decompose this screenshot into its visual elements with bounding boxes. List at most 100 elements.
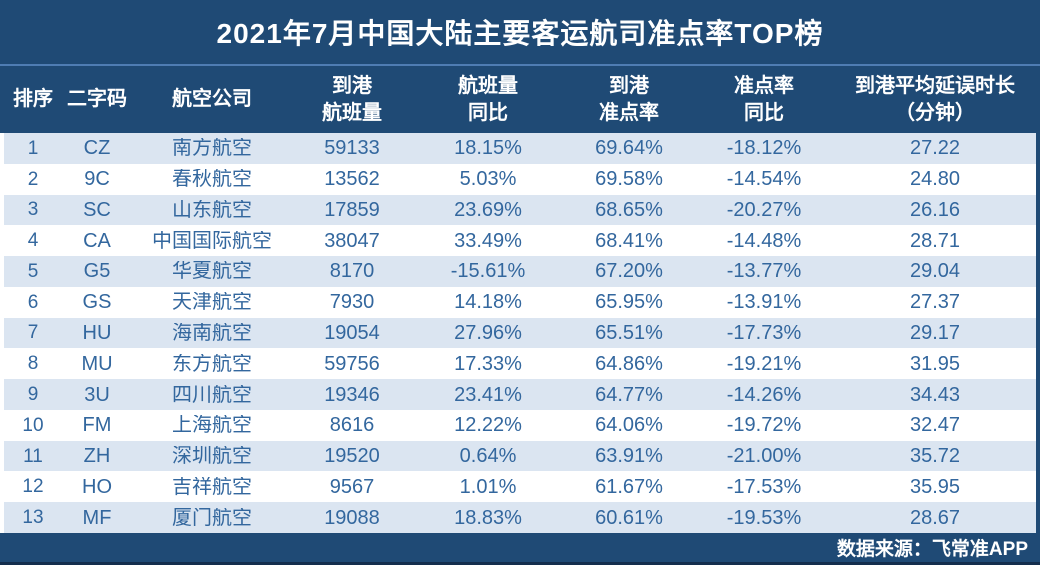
cell-avg_delay: 35.72: [909, 446, 961, 467]
col-header-arr-flights: 到港 航班量: [322, 74, 382, 124]
cell-arr_otp: 67.20%: [595, 261, 663, 282]
cell-avg_delay: 29.17: [909, 322, 961, 343]
cell-arr_flights: 7930: [329, 292, 375, 313]
col-header-arr-otp: 到港 准点率: [599, 74, 659, 124]
cell-code: SC: [83, 199, 111, 220]
cell-code: FM: [82, 415, 112, 436]
cell-code: HU: [82, 322, 112, 343]
cell-code: MU: [81, 353, 113, 374]
table-row: 10 FM 上海航空 8616 12.22% 64.06% -19.72% 32.47: [4, 409, 1036, 441]
cell-airline: 华夏航空: [172, 261, 252, 282]
cell-flights_yoy: 18.15%: [454, 138, 522, 159]
cell-airline: 南方航空: [172, 138, 252, 159]
cell-flights_yoy: 17.33%: [454, 353, 522, 374]
cell-arr_flights: 38047: [324, 230, 380, 251]
cell-arr_otp: 63.91%: [595, 446, 663, 467]
table-row: 7 HU 海南航空 19054 27.96% 65.51% -17.73% 29.17: [4, 317, 1036, 349]
cell-rank: 12: [22, 477, 44, 497]
cell-arr_flights: 13562: [324, 169, 380, 190]
col-header-avg-delay: 到港平均延误时长 （分钟）: [855, 74, 1015, 124]
table-row: 13 MF 厦门航空 19088 18.83% 60.61% -19.53% 28.67: [4, 502, 1036, 533]
cell-avg_delay: 27.22: [909, 138, 961, 159]
cell-airline: 天津航空: [172, 292, 252, 313]
cell-airline: 四川航空: [172, 384, 252, 405]
cell-code: CA: [83, 230, 111, 251]
cell-avg_delay: 32.47: [909, 415, 961, 436]
cell-rank: 6: [27, 292, 39, 312]
table-body: 1 CZ 南方航空 59133 18.15% 69.64% -18.12% 27.22 2 9C 春…: [0, 133, 1040, 533]
col-header-rank: 排序: [13, 88, 53, 110]
cell-flights_yoy: 12.22%: [454, 415, 522, 436]
cell-flights_yoy: 14.18%: [454, 292, 522, 313]
cell-airline: 中国国际航空: [152, 230, 272, 251]
cell-otp_yoy: -19.21%: [726, 353, 802, 374]
cell-avg_delay: 34.43: [909, 384, 961, 405]
cell-rank: 10: [22, 415, 44, 435]
cell-otp_yoy: -13.91%: [726, 292, 802, 313]
cell-arr_otp: 64.86%: [595, 353, 663, 374]
cell-code: 9C: [84, 169, 110, 190]
cell-flights_yoy: 23.69%: [454, 199, 522, 220]
table-row: 9 3U 四川航空 19346 23.41% 64.77% -14.26% 34.43: [4, 379, 1036, 410]
cell-arr_otp: 68.65%: [595, 199, 663, 220]
cell-airline: 山东航空: [172, 199, 252, 220]
cell-avg_delay: 26.16: [909, 199, 961, 220]
cell-avg_delay: 31.95: [909, 353, 961, 374]
cell-airline: 东方航空: [172, 353, 252, 374]
cell-arr_flights: 59756: [324, 353, 380, 374]
cell-arr_flights: 59133: [324, 138, 380, 159]
cell-code: 3U: [84, 384, 110, 405]
cell-otp_yoy: -14.48%: [726, 230, 802, 251]
col-header-airline: 航空公司: [172, 88, 252, 110]
cell-arr_flights: 19054: [324, 322, 380, 343]
cell-flights_yoy: 33.49%: [454, 230, 522, 251]
cell-code: G5: [83, 261, 111, 282]
cell-otp_yoy: -20.27%: [726, 199, 802, 220]
cell-flights_yoy: 23.41%: [454, 384, 522, 405]
cell-otp_yoy: -13.77%: [726, 261, 802, 282]
cell-avg_delay: 27.37: [909, 292, 961, 313]
table-row: 5 G5 华夏航空 8170 -15.61% 67.20% -13.77% 29.04: [4, 256, 1036, 287]
cell-flights_yoy: 27.96%: [454, 322, 522, 343]
table-header-row: 排序 二字码 航空公司 到港 航班量 航班量 同比 到港 准点率 准点率 同比 …: [0, 66, 1040, 133]
cell-arr_otp: 64.77%: [595, 384, 663, 405]
cell-avg_delay: 24.80: [909, 169, 961, 190]
col-header-code: 二字码: [67, 88, 127, 110]
cell-arr_otp: 65.95%: [595, 292, 663, 313]
cell-otp_yoy: -19.53%: [726, 507, 802, 528]
cell-airline: 深圳航空: [172, 446, 252, 467]
cell-airline: 春秋航空: [172, 169, 252, 190]
cell-arr_flights: 8170: [329, 261, 375, 282]
cell-rank: 5: [27, 261, 39, 281]
cell-rank: 1: [27, 138, 39, 158]
cell-rank: 9: [27, 385, 39, 404]
cell-code: MF: [82, 507, 112, 528]
cell-avg_delay: 28.67: [909, 507, 961, 528]
cell-code: CZ: [83, 138, 111, 159]
cell-otp_yoy: -17.73%: [726, 322, 802, 343]
col-header-flights-yoy: 航班量 同比: [458, 74, 518, 124]
cell-arr_otp: 69.64%: [595, 138, 663, 159]
cell-arr_otp: 60.61%: [595, 507, 663, 528]
cell-airline: 厦门航空: [172, 507, 252, 528]
cell-avg_delay: 29.04: [909, 261, 961, 282]
cell-rank: 2: [27, 169, 39, 189]
table-row: 2 9C 春秋航空 13562 5.03% 69.58% -14.54% 24.80: [4, 163, 1036, 195]
cell-flights_yoy: 1.01%: [459, 476, 517, 497]
cell-avg_delay: 28.71: [909, 230, 961, 251]
cell-arr_otp: 64.06%: [595, 415, 663, 436]
cell-airline: 上海航空: [172, 415, 252, 436]
cell-code: ZH: [83, 446, 111, 467]
cell-arr_otp: 65.51%: [595, 322, 663, 343]
data-source-note: 数据来源：飞常准APP: [836, 539, 1028, 560]
cell-otp_yoy: -14.54%: [726, 169, 802, 190]
cell-arr_otp: 69.58%: [595, 169, 663, 190]
table-row: 11 ZH 深圳航空 19520 0.64% 63.91% -21.00% 35.72: [4, 440, 1036, 472]
table-footer: 数据来源：飞常准APP: [0, 533, 1040, 565]
cell-airline: 海南航空: [172, 322, 252, 343]
cell-arr_flights: 9567: [329, 476, 375, 497]
cell-arr_flights: 17859: [324, 199, 380, 220]
cell-rank: 4: [27, 231, 39, 251]
table-row: 6 GS 天津航空 7930 14.18% 65.95% -13.91% 27.37: [4, 286, 1036, 318]
